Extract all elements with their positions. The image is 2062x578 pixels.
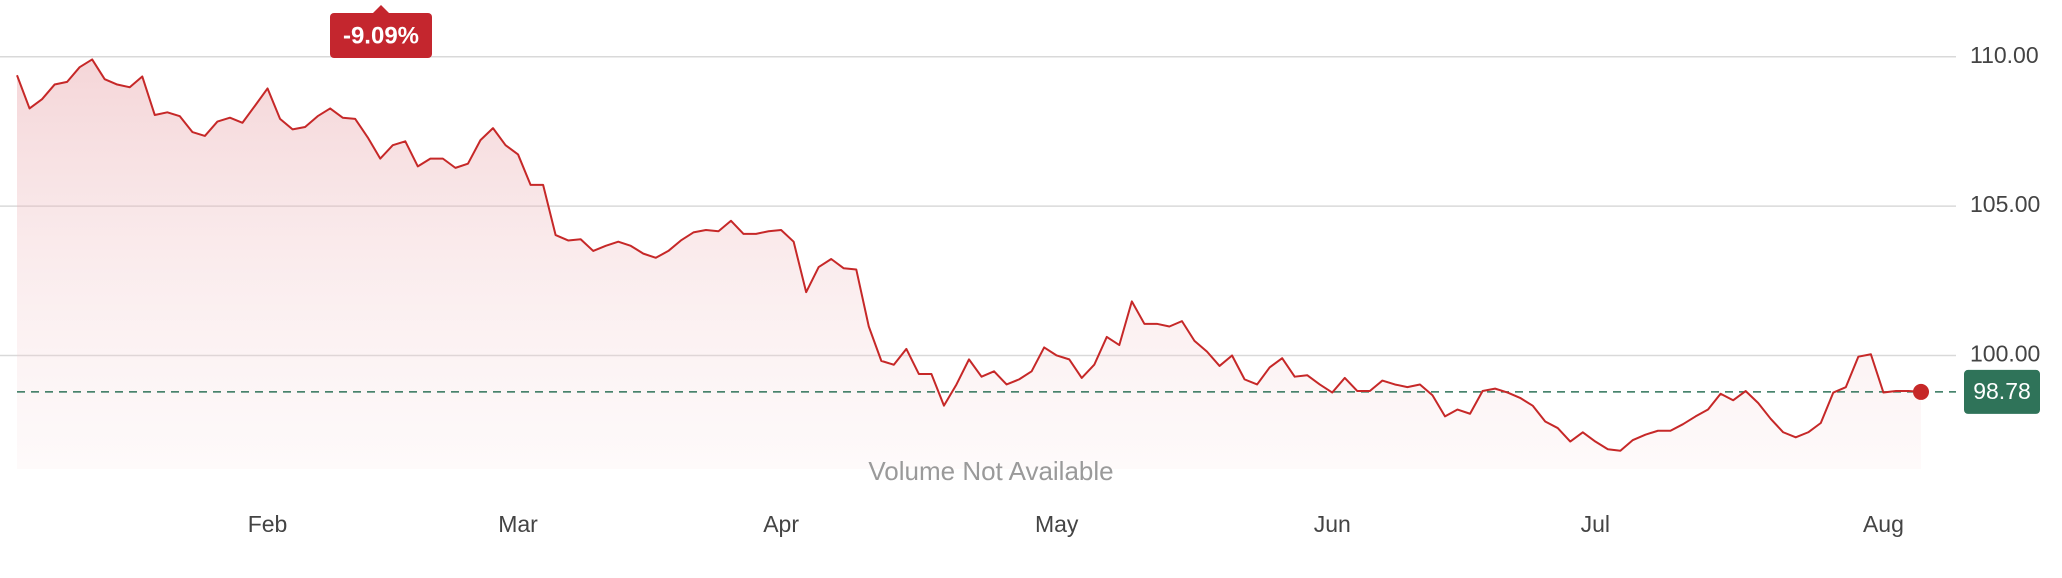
x-tick-label: Feb [248, 511, 288, 537]
badge-pointer [373, 5, 389, 13]
x-tick-label: Apr [763, 511, 799, 537]
badge-bg [330, 13, 432, 58]
last-value-badge [1964, 369, 2040, 414]
last-point [1913, 383, 1929, 400]
last-value-label: 98.78 [1973, 378, 2031, 404]
grid: 100.00 105.00 110.00 Feb Mar Apr May Jun Jul Aug [0, 42, 2040, 537]
y-tick-label: 100.00 [1970, 341, 2040, 367]
volume-note: Volume Not Available [868, 456, 1113, 486]
annotation: -9.09% [343, 22, 419, 49]
price-line [16, 58, 1922, 452]
plot: 98.78 [16, 58, 2040, 469]
annotation-badge: -9.09% [330, 5, 432, 58]
x-tick-label: May [1035, 511, 1079, 537]
x-tick-label: Mar [498, 511, 538, 537]
y-tick-label: 105.00 [1970, 191, 2040, 217]
y-tick-label: 110.00 [1970, 42, 2039, 68]
area [17, 59, 1921, 469]
x-tick-label: Jul [1581, 511, 1610, 537]
x-tick-label: Jun [1314, 511, 1351, 537]
x-tick-label: Aug [1863, 511, 1904, 537]
